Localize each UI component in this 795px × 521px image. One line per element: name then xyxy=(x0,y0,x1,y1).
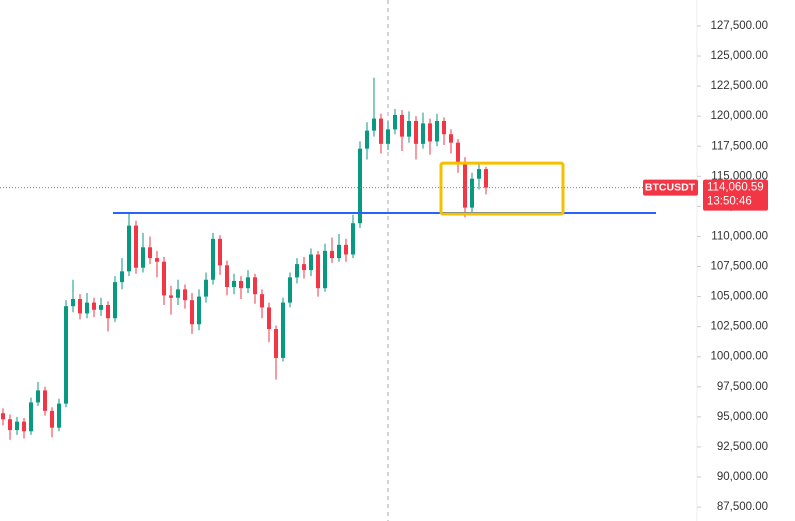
candle-body xyxy=(316,254,320,289)
y-tick-label: 95,000.00 xyxy=(717,411,768,423)
candle-body xyxy=(113,282,117,319)
y-tick-label: 120,000.00 xyxy=(710,110,768,122)
candle-body xyxy=(295,264,299,278)
candle-body xyxy=(8,419,12,431)
candle-body xyxy=(29,402,33,432)
y-tick-label: 105,000.00 xyxy=(710,291,768,303)
candle-body xyxy=(92,302,96,310)
candle-body xyxy=(43,390,47,411)
candle-body xyxy=(260,294,264,308)
candle-body xyxy=(71,298,75,307)
y-tick-label: 90,000.00 xyxy=(717,471,768,483)
candle-body xyxy=(407,120,411,137)
highlight-box xyxy=(439,161,565,216)
candle-body xyxy=(162,261,166,296)
price-label: 114,060.59 xyxy=(707,182,764,194)
candle-body xyxy=(120,271,124,283)
candle-body xyxy=(477,169,481,179)
y-tick-label: 127,500.00 xyxy=(710,20,768,32)
y-tick-label: 107,500.00 xyxy=(710,261,768,273)
candle-body xyxy=(358,148,362,224)
candle-body xyxy=(372,118,376,131)
candle-body xyxy=(127,225,131,272)
candle-body xyxy=(1,413,5,420)
y-tick-label: 110,000.00 xyxy=(711,230,768,242)
candle-body xyxy=(134,225,138,268)
candle-body xyxy=(337,244,341,259)
candle-body xyxy=(414,120,418,144)
candle-body xyxy=(15,421,19,431)
candle-body xyxy=(155,258,159,262)
candle-body xyxy=(435,120,439,142)
candle-body xyxy=(442,120,446,135)
candle-body xyxy=(484,169,488,188)
candle-body xyxy=(274,329,278,358)
candle-body xyxy=(288,277,292,303)
y-tick-label: 117,500.00 xyxy=(711,140,768,152)
candle-body xyxy=(85,302,89,314)
candle-body xyxy=(218,238,222,266)
candle-body xyxy=(50,410,54,428)
y-tick-label: 122,500.00 xyxy=(710,80,768,92)
candle-body xyxy=(281,302,285,358)
candle-body xyxy=(148,247,152,259)
candle-body xyxy=(78,298,82,314)
candle-body xyxy=(253,277,257,295)
candle-body xyxy=(351,223,355,255)
candle-body xyxy=(309,254,313,271)
countdown-label: 13:50:46 xyxy=(707,196,752,208)
candle-body xyxy=(183,289,187,301)
candle-body xyxy=(141,247,145,268)
candle-body xyxy=(36,390,40,403)
candle-body xyxy=(106,304,110,319)
candle-body xyxy=(428,123,432,142)
y-tick-label: 87,500.00 xyxy=(717,501,768,513)
candle-body xyxy=(169,295,173,298)
candle-body xyxy=(176,289,180,298)
candle-body xyxy=(400,114,404,137)
candle-body xyxy=(330,250,334,259)
y-tick-label: 115,000.00 xyxy=(711,170,768,182)
symbol-label: BTCUSDT xyxy=(645,181,696,193)
y-tick-label: 97,500.00 xyxy=(717,381,768,393)
candle-body xyxy=(232,280,236,287)
candle-body xyxy=(267,307,271,330)
candle-body xyxy=(239,280,243,289)
y-tick-label: 102,500.00 xyxy=(710,321,768,333)
candle-body xyxy=(99,304,103,310)
candle-body xyxy=(463,161,467,208)
y-tick-label: 100,000.00 xyxy=(710,351,768,363)
candle-body xyxy=(204,279,208,297)
candle-body xyxy=(190,300,194,325)
y-tick-label: 125,000.00 xyxy=(710,50,768,62)
y-tick-label: 92,500.00 xyxy=(717,441,768,453)
candle-body xyxy=(57,403,61,428)
candle-body xyxy=(302,264,306,271)
candle-body xyxy=(225,265,229,287)
candle-body xyxy=(323,250,327,289)
candle-body xyxy=(393,114,397,130)
candle-body xyxy=(379,118,383,144)
candle-body xyxy=(449,134,453,143)
candle-body xyxy=(470,178,474,208)
candle-body xyxy=(365,130,369,149)
candle-body xyxy=(211,238,215,280)
candle-body xyxy=(64,306,68,404)
candle-body xyxy=(386,129,390,144)
candle-body xyxy=(22,421,26,432)
candle-body xyxy=(197,296,201,325)
candle-body xyxy=(456,142,460,162)
candle-body xyxy=(246,277,250,289)
price-box xyxy=(703,179,768,211)
symbol-box xyxy=(643,179,698,196)
candle-body xyxy=(421,123,425,144)
candle-body xyxy=(344,244,348,255)
